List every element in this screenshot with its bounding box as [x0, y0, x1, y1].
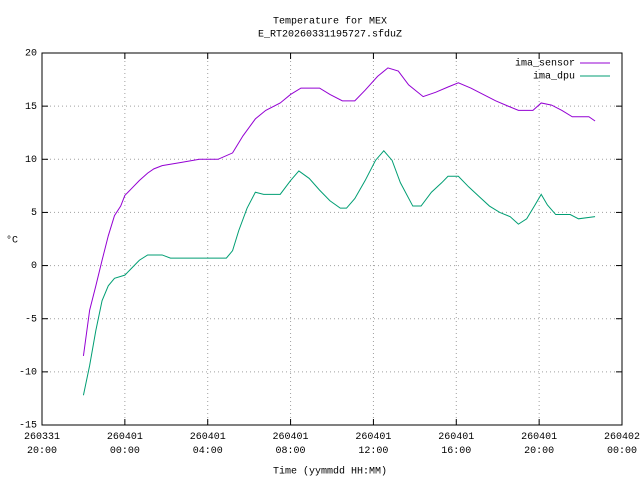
x-tick-label: 260402 00:00	[603, 432, 640, 457]
x-tick-label: 260401 04:00	[189, 432, 226, 457]
y-tick-label: 0	[31, 261, 37, 272]
y-tick-label: -5	[25, 314, 37, 325]
chart-title: Temperature for MEX	[273, 16, 387, 28]
y-tick-label: -15	[19, 421, 37, 432]
x-tick-label: 260401 00:00	[106, 432, 143, 457]
x-tick-label: 260401 12:00	[355, 432, 392, 457]
x-tick-label: 260401 08:00	[272, 432, 309, 457]
y-tick-label: 15	[25, 102, 37, 113]
x-tick-label: 260331 20:00	[23, 432, 61, 457]
series-line	[82, 150, 596, 396]
y-tick-label: 20	[25, 49, 37, 60]
y-tick-label: -10	[19, 367, 37, 378]
plot-border	[41, 52, 623, 426]
legend-label: ima_sensor	[515, 58, 575, 70]
legend-label: ima_dpu	[533, 71, 575, 83]
x-tick-label: 260401 20:00	[521, 432, 558, 457]
y-axis-label: °C	[6, 235, 18, 247]
chart-subtitle: E_RT20260331195727.sfduZ	[258, 29, 402, 41]
y-tick-label: 5	[31, 208, 37, 219]
y-tick-label: 10	[25, 155, 37, 166]
x-tick-label: 260401 16:00	[438, 432, 475, 457]
x-axis-label: Time (yymmdd HH:MM)	[273, 466, 387, 478]
series-line	[82, 67, 596, 356]
